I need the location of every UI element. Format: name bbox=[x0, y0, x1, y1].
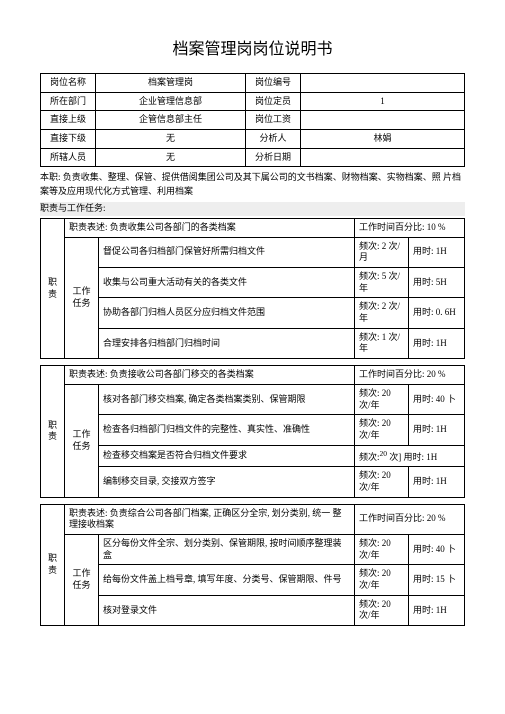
narrative-main: 本职: 负责收集、整理、保管、提供借阅集团公司及其下属公司的文书档案、财物档案、… bbox=[40, 171, 465, 198]
time: 用时: 1H bbox=[408, 328, 464, 358]
section-2: 职 责 职责表述: 负责接收公司各部门移交的各类档案 工作时间百分比: 20 %… bbox=[40, 365, 465, 498]
value-quota: 1 bbox=[301, 92, 465, 111]
freq: 频次: 1 次/年 bbox=[354, 328, 408, 358]
freq-time-merge: 频次:20 次] 用时: 1H bbox=[354, 445, 464, 467]
time: 用时: 0. 6H bbox=[408, 298, 464, 328]
task-text: 合理安排各归档部门归档时间 bbox=[99, 328, 355, 358]
task-cell: 工作 任务 bbox=[65, 384, 99, 497]
label-jobcode: 岗位编号 bbox=[246, 74, 301, 93]
pct-2: 工作时间百分比: 20 % bbox=[354, 366, 464, 385]
task-text: 收集与公司重大活动有关的各类文件 bbox=[99, 268, 355, 298]
task-text: 督促公司各归档部门保管好所需归档文件 bbox=[99, 237, 355, 267]
value-dept: 企业管理信息部 bbox=[96, 92, 246, 111]
category-cell: 职 责 bbox=[41, 366, 65, 498]
freq: 频次: 20 次/年 bbox=[354, 415, 408, 445]
time: 用时: 40 卜 bbox=[408, 535, 464, 565]
task-text: 给每份文件盖上档号章, 填写年度、分类号、保管期限、件号 bbox=[99, 565, 355, 595]
label-supervisor: 直接上级 bbox=[41, 111, 96, 130]
time: 用时: 15 卜 bbox=[408, 565, 464, 595]
task-text: 检查移交档案是否符合归档文件要求 bbox=[99, 445, 355, 467]
value-staff: 无 bbox=[96, 148, 246, 167]
freq: 频次: 2 次/月 bbox=[354, 237, 408, 267]
task-text: 检查各归档部门归档文件的完整性、真实性、准确性 bbox=[99, 415, 355, 445]
task-text: 编制移交目录, 交接双方签字 bbox=[99, 467, 355, 497]
label-salary: 岗位工资 bbox=[246, 111, 301, 130]
freq: 频次: 20 次/年 bbox=[354, 535, 408, 565]
task-text: 核对各部门移交档案, 确定各类档案类别、保管期限 bbox=[99, 384, 355, 414]
label-jobname: 岗位名称 bbox=[41, 74, 96, 93]
task-text: 区分每份文件全宗、划分类别、保管期限, 按时间顺序整理装盒 bbox=[99, 535, 355, 565]
page-title: 档案管理岗岗位说明书 bbox=[40, 35, 465, 59]
category-cell: 职 责 bbox=[41, 504, 65, 626]
time: 用时: 1H bbox=[408, 415, 464, 445]
summary-2: 职责表述: 负责接收公司各部门移交的各类档案 bbox=[65, 366, 355, 385]
time: 用时: 1H bbox=[408, 237, 464, 267]
section-3: 职 责 职责表述: 负责综合公司各部门档案, 正确区分全宗, 划分类别, 统一 … bbox=[40, 504, 465, 627]
pct-1: 工作时间百分比: 10 % bbox=[354, 218, 464, 237]
pct-3: 工作时间百分比: 20 % bbox=[354, 504, 464, 534]
value-jobname: 档案管理岗 bbox=[96, 74, 246, 93]
narrative-sub: 职责与工作任务: bbox=[40, 202, 465, 216]
value-analyst: 林娟 bbox=[301, 130, 465, 149]
freq: 频次: 2 次/年 bbox=[354, 298, 408, 328]
task-cell: 工作 任务 bbox=[65, 535, 99, 626]
value-salary bbox=[301, 111, 465, 130]
summary-3: 职责表述: 负责综合公司各部门档案, 正确区分全宗, 划分类别, 统一 整理接收… bbox=[65, 504, 355, 534]
value-supervisor: 企管信息部主任 bbox=[96, 111, 246, 130]
label-dept: 所在部门 bbox=[41, 92, 96, 111]
header-table: 岗位名称 档案管理岗 岗位编号 所在部门 企业管理信息部 岗位定员 1 直接上级… bbox=[40, 73, 465, 167]
time: 用时: 5H bbox=[408, 268, 464, 298]
freq: 频次: 20 次/年 bbox=[354, 595, 408, 625]
category-cell: 职 责 bbox=[41, 218, 65, 358]
value-subordinate: 无 bbox=[96, 130, 246, 149]
freq: 频次: 20 次/年 bbox=[354, 565, 408, 595]
freq: 频次: 20 次/年 bbox=[354, 384, 408, 414]
label-subordinate: 直接下级 bbox=[41, 130, 96, 149]
label-staff: 所辖人员 bbox=[41, 148, 96, 167]
freq: 频次: 20 次/年 bbox=[354, 467, 408, 497]
task-text: 协助各部门归档人员区分应归档文件范围 bbox=[99, 298, 355, 328]
value-jobcode bbox=[301, 74, 465, 93]
label-date: 分析日期 bbox=[246, 148, 301, 167]
time: 用时: 40 卜 bbox=[408, 384, 464, 414]
task-cell: 工作 任务 bbox=[65, 237, 99, 359]
time: 用时: 1H bbox=[408, 467, 464, 497]
summary-1: 职责表述: 负责收集公司各部门的各类档案 bbox=[65, 218, 355, 237]
freq: 频次: 5 次/年 bbox=[354, 268, 408, 298]
value-date bbox=[301, 148, 465, 167]
task-text: 核对登录文件 bbox=[99, 595, 355, 625]
label-analyst: 分析人 bbox=[246, 130, 301, 149]
time: 用时: 1H bbox=[408, 595, 464, 625]
label-quota: 岗位定员 bbox=[246, 92, 301, 111]
section-1: 职 责 职责表述: 负责收集公司各部门的各类档案 工作时间百分比: 10 % 工… bbox=[40, 218, 465, 359]
